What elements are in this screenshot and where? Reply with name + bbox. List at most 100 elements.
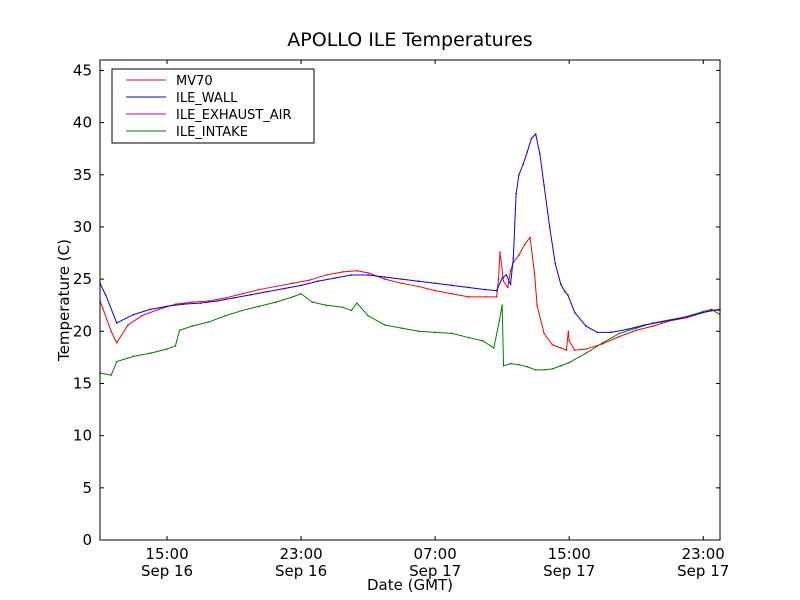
data-point-ile-wall: [660, 321, 663, 323]
data-point-ile-wall: [250, 293, 252, 296]
data-point-mv70: [533, 273, 536, 275]
series-line-ile-intake: [99, 293, 721, 376]
x-tick-label-time: 15:00: [548, 545, 591, 563]
data-point-ile-intake: [467, 336, 470, 339]
data-point-ile-wall: [417, 280, 420, 283]
series-line-mv70: [99, 236, 721, 351]
data-point-ile-wall: [484, 288, 487, 291]
data-point-mv70: [518, 254, 520, 256]
data-point-mv70: [258, 288, 260, 291]
y-tick-label: 35: [73, 166, 92, 184]
data-point-ile-intake: [618, 332, 621, 335]
data-point-ile-wall: [530, 137, 533, 140]
legend: MV70 ILE_WALL ILE_EXHAUST_AIR ILE_INTAKE: [111, 68, 315, 144]
data-point-mv70: [497, 278, 500, 280]
data-point-ile-intake: [526, 365, 529, 368]
data-point-ile-wall: [610, 331, 612, 334]
plot-frame: [99, 59, 721, 541]
data-point-ile-intake: [518, 363, 520, 366]
data-point-ile-intake: [300, 292, 302, 295]
y-tick-label: 5: [82, 479, 92, 497]
x-tick-label-time: 07:00: [414, 545, 457, 563]
legend-label-ile-wall: ILE_WALL: [176, 91, 238, 106]
data-point-ile-intake: [417, 330, 420, 333]
data-point-ile-wall: [233, 297, 235, 299]
data-point-ile-intake: [350, 309, 353, 312]
legend-label-ile-intake: ILE_INTAKE: [176, 125, 248, 140]
y-axis-label: Temperature (C): [55, 239, 73, 362]
data-point-mv70: [536, 304, 538, 307]
data-point-ile-intake: [481, 339, 484, 342]
data-point-ile-wall: [199, 302, 202, 304]
data-point-mv70: [495, 296, 498, 298]
x-tick-label-date: Sep 17: [409, 562, 461, 580]
data-point-ile-wall: [509, 283, 512, 286]
data-point-ile-wall: [643, 324, 646, 326]
data-point-mv70: [565, 349, 568, 351]
x-tick-label-time: 23:00: [682, 545, 725, 563]
data-point-ile-wall: [539, 153, 541, 155]
data-point-ile-intake: [451, 332, 453, 335]
legend-items: MV70 ILE_WALL ILE_EXHAUST_AIR ILE_INTAKE: [126, 74, 292, 140]
data-point-mv70: [224, 297, 227, 299]
data-point-ile-intake: [560, 364, 562, 367]
data-point-mv70: [174, 303, 177, 305]
data-point-mv70: [241, 292, 244, 295]
data-point-mv70: [127, 324, 129, 326]
data-point-mv70: [384, 278, 386, 280]
x-tick-label-time: 15:00: [145, 545, 188, 563]
data-point-mv70: [635, 329, 638, 332]
data-point-ile-wall: [596, 331, 598, 334]
data-point-ile-intake: [384, 324, 386, 326]
data-point-mv70: [618, 335, 621, 338]
data-point-mv70: [400, 282, 403, 285]
data-point-mv70: [356, 269, 358, 272]
data-point-ile-wall: [560, 283, 562, 286]
y-tick-label: 20: [73, 322, 92, 340]
data-point-mv70: [652, 325, 654, 327]
data-point-ile-intake: [492, 347, 495, 349]
data-point-mv70: [567, 330, 570, 333]
x-tick-label-date: Sep 17: [677, 562, 729, 580]
y-tick-label: 0: [82, 531, 92, 549]
data-point-ile-wall: [627, 328, 629, 331]
data-point-ile-wall: [216, 300, 219, 302]
data-point-ile-intake: [110, 374, 112, 376]
data-point-ile-wall: [543, 184, 545, 187]
data-point-ile-intake: [509, 362, 512, 365]
data-point-ile-intake: [502, 364, 505, 367]
data-point-mv70: [157, 308, 160, 311]
data-point-mv70: [543, 332, 545, 335]
data-point-ile-intake: [635, 327, 638, 329]
data-point-ile-wall: [367, 274, 369, 276]
data-point-ile-wall: [515, 192, 517, 195]
y-tick-label: 25: [73, 270, 92, 288]
y-tick-label: 45: [73, 61, 92, 79]
data-point-mv70: [325, 274, 328, 276]
data-point-ile-intake: [174, 345, 177, 347]
data-point-ile-intake: [275, 301, 277, 303]
data-point-ile-intake: [501, 304, 503, 307]
data-point-ile-wall: [585, 325, 587, 327]
data-point-mv70: [573, 349, 576, 351]
data-point-ile-wall: [166, 305, 168, 308]
data-point-ile-wall: [149, 308, 152, 311]
data-point-ile-wall: [300, 284, 302, 287]
data-point-ile-intake: [585, 352, 587, 355]
data-point-ile-wall: [132, 313, 135, 316]
data-point-ile-wall: [522, 163, 524, 166]
data-point-ile-wall: [350, 274, 353, 276]
data-point-ile-wall: [182, 303, 185, 305]
data-point-ile-wall: [467, 286, 470, 289]
data-point-ile-wall: [512, 257, 515, 260]
chart-title: APOLLO ILE Temperatures: [287, 29, 532, 51]
data-point-ile-intake: [178, 329, 181, 332]
legend-label-ile-exhaust-air: ILE_EXHAUST_AIR: [176, 108, 292, 123]
data-point-ile-intake: [191, 325, 193, 327]
data-point-ile-wall: [317, 280, 319, 283]
data-point-ile-intake: [400, 327, 403, 329]
y-tick-label: 30: [73, 218, 92, 236]
data-point-ile-wall: [710, 309, 713, 312]
data-point-ile-wall: [384, 276, 386, 278]
